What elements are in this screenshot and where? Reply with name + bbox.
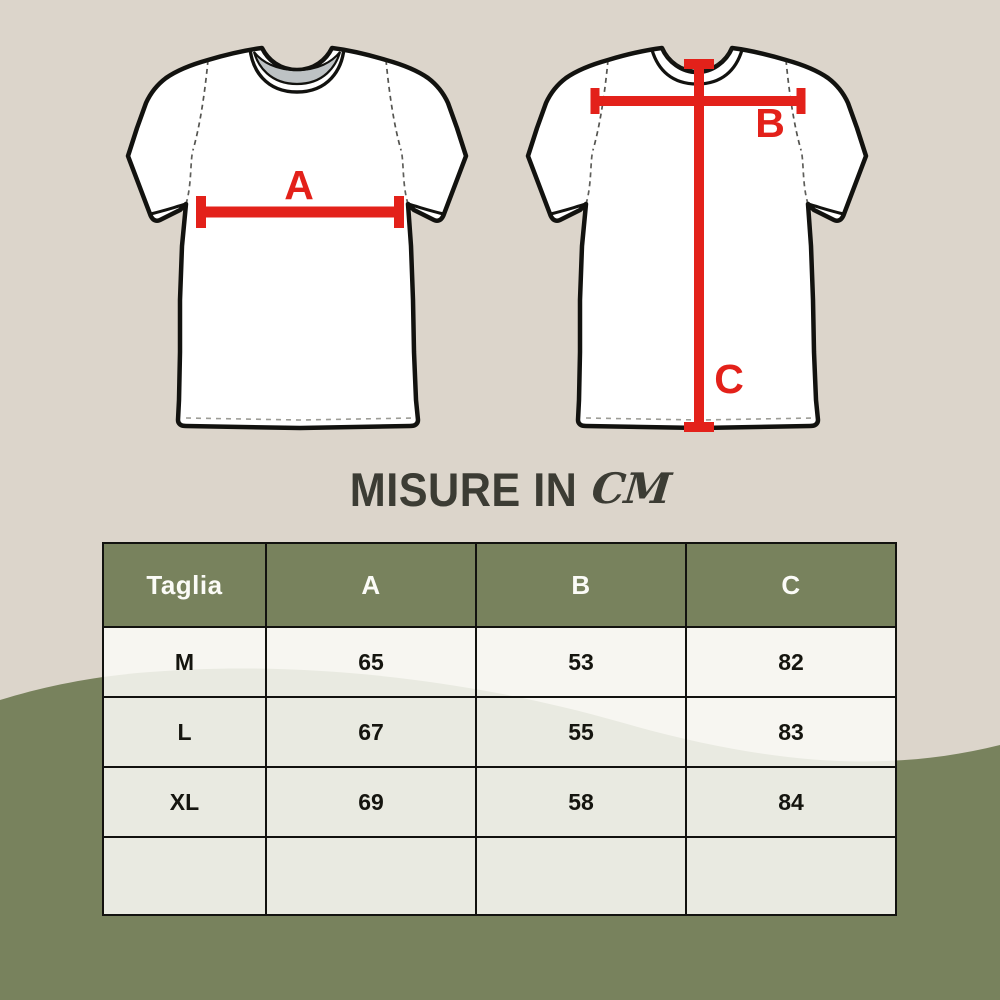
title-main-text: MISURE IN (350, 462, 578, 516)
cell-b: 58 (475, 766, 687, 838)
cell-b (475, 836, 687, 916)
cell-size: L (102, 696, 267, 768)
table-header-row: Taglia A B C (102, 542, 897, 628)
measure-line-b (590, 88, 806, 114)
size-table: Taglia A B C M 65 53 82 L 67 55 83 XL 69 (102, 542, 897, 916)
cell-size: XL (102, 766, 267, 838)
cell-c (685, 836, 897, 916)
table-row: XL 69 58 84 (102, 766, 897, 838)
table-header-a: A (265, 542, 477, 628)
cell-a (265, 836, 477, 916)
cell-a: 69 (265, 766, 477, 838)
table-header-c: C (685, 542, 897, 628)
measure-label-a: A (284, 162, 314, 208)
table-row: L 67 55 83 (102, 696, 897, 768)
cell-b: 55 (475, 696, 687, 768)
table-header-b: B (475, 542, 687, 628)
measure-line-a (196, 196, 404, 228)
chart-title: MISURE IN CM (0, 458, 1000, 520)
title-unit-text: CM (589, 464, 673, 513)
table-row-empty (102, 836, 897, 916)
table-row: M 65 53 82 (102, 626, 897, 698)
measure-line-c (684, 59, 714, 432)
measure-label-c: C (714, 356, 744, 402)
table-header-taglia: Taglia (102, 542, 267, 628)
cell-a: 67 (265, 696, 477, 768)
cell-a: 65 (265, 626, 477, 698)
front-tshirt: A (125, 45, 469, 431)
back-tshirt: C B (525, 45, 869, 432)
cell-size: M (102, 626, 267, 698)
cell-size (102, 836, 267, 916)
cell-c: 83 (685, 696, 897, 768)
measure-label-b: B (755, 100, 785, 146)
cell-b: 53 (475, 626, 687, 698)
cell-c: 84 (685, 766, 897, 838)
cell-c: 82 (685, 626, 897, 698)
tshirt-illustrations: A C (125, 45, 869, 432)
